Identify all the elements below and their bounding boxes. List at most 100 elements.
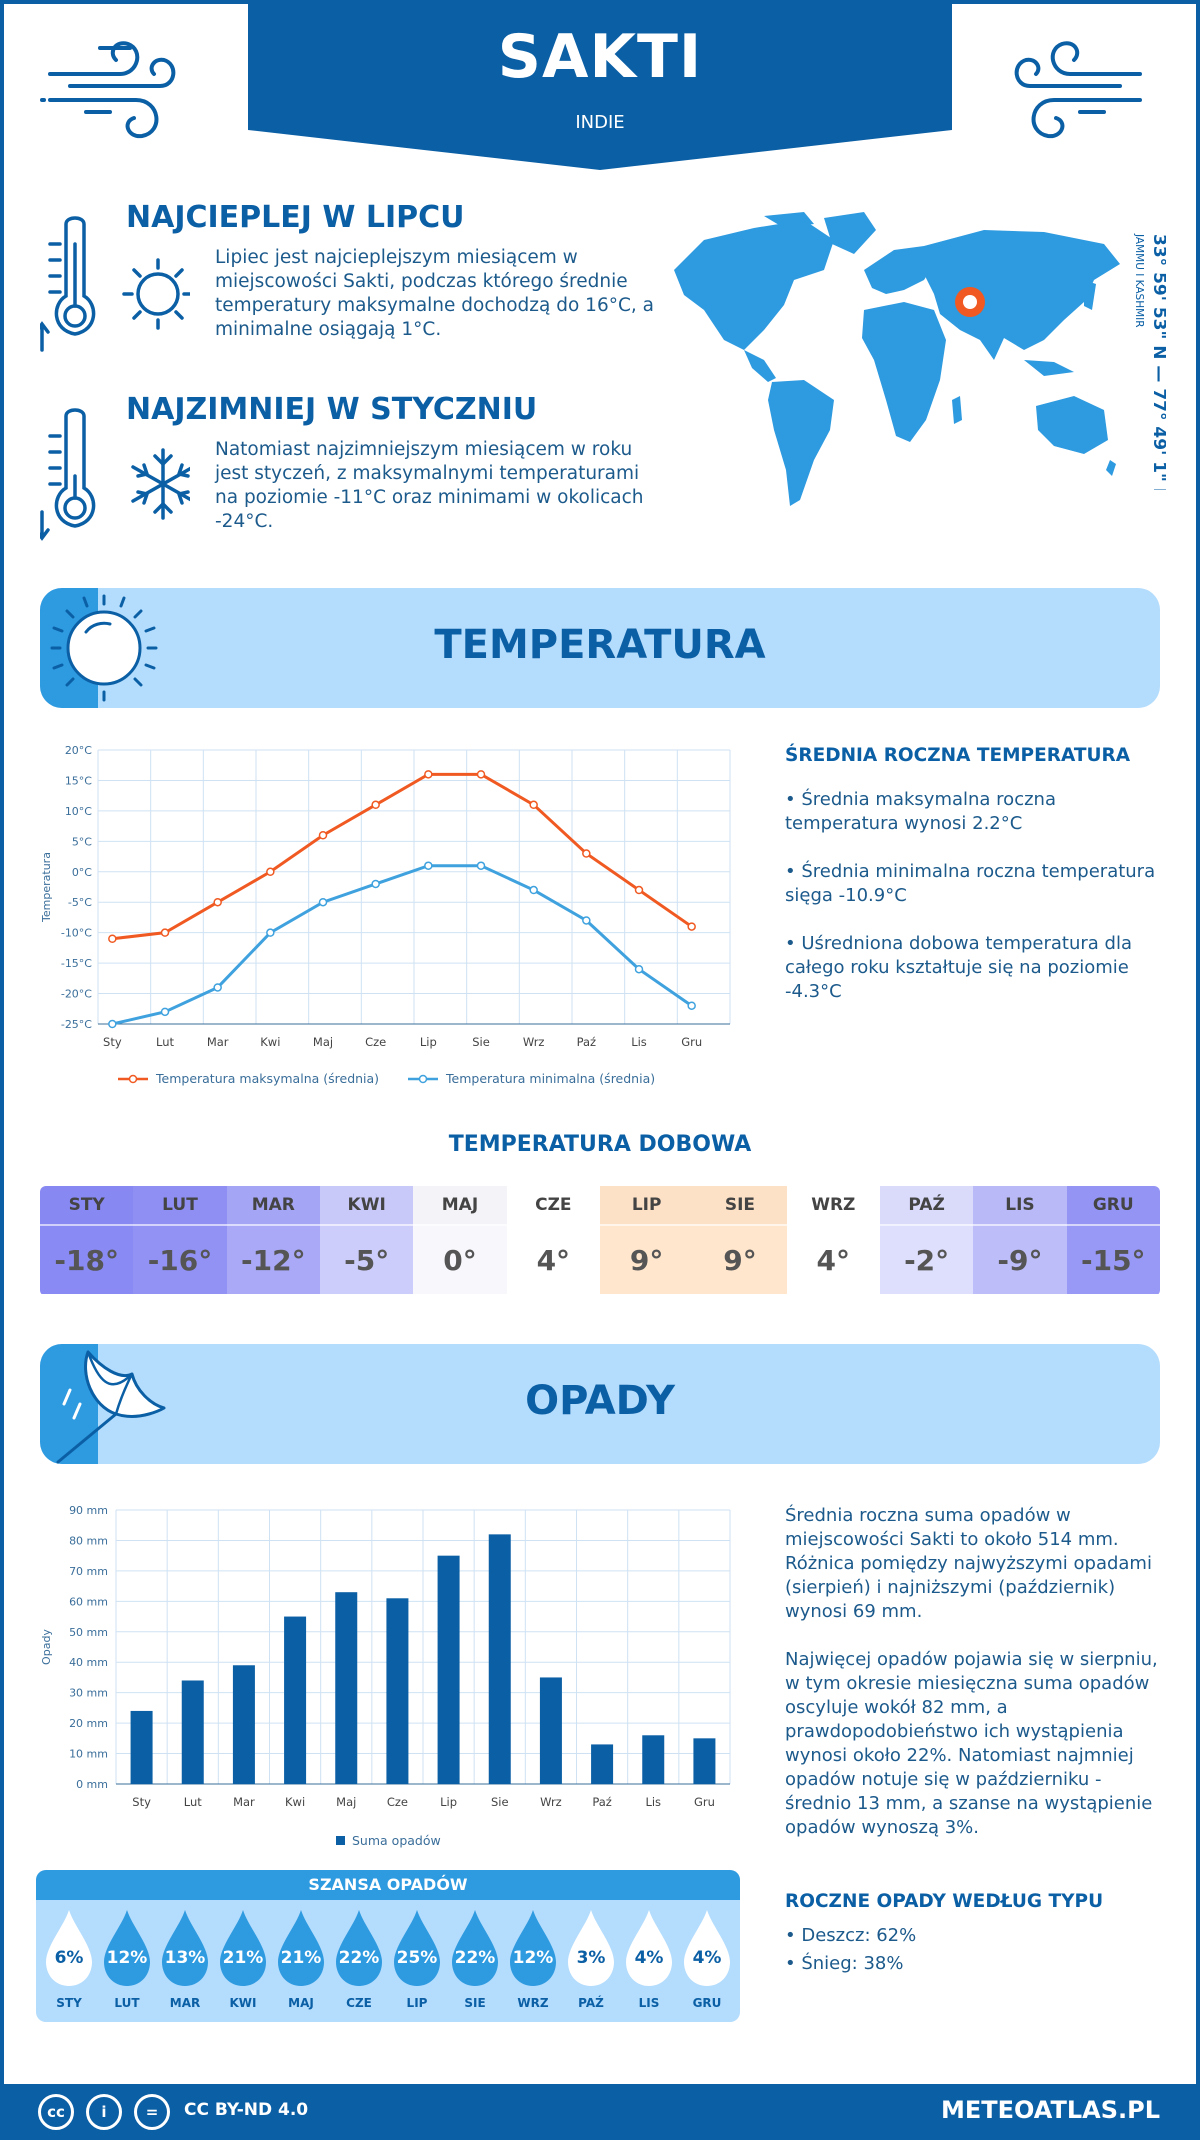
- precip-chance-value: 4%: [634, 1948, 664, 1968]
- precip-chance-drop: 6% STY: [40, 1908, 98, 2018]
- daily-temp-cell: WRZ 4°: [786, 1186, 880, 1296]
- x-tick-label: Sty: [103, 1035, 122, 1049]
- precip-chance-panel: SZANSA OPADÓW 6% STY 12% LUT 13% MAR 21% KWI 21%…: [36, 1870, 740, 2022]
- precip-chance-month: SIE: [464, 1996, 486, 2010]
- y-tick-label: 80 mm: [69, 1534, 108, 1547]
- raindrop-icon: [336, 1910, 382, 1986]
- coldest-title: NAJZIMNIEJ W STYCZNIU: [126, 392, 538, 427]
- y-tick-label: 30 mm: [69, 1687, 108, 1700]
- precip-chance-drop: 4% LIS: [620, 1908, 678, 2018]
- x-tick-label: Lis: [645, 1795, 661, 1809]
- raindrop-icon: [452, 1910, 498, 1986]
- precip-bar: [693, 1738, 716, 1784]
- raindrop-icon: [684, 1910, 730, 1986]
- x-tick-label: Mar: [233, 1795, 255, 1809]
- footer: cc i = CC BY-ND 4.0 METEOATLAS.PL: [0, 2084, 1200, 2140]
- y-tick-label: -25°C: [61, 1018, 92, 1031]
- data-point: [318, 897, 328, 907]
- data-point: [266, 867, 275, 877]
- precip-section-header: OPADY: [40, 1344, 1160, 1464]
- daily-temp-cell: GRU -15°: [1066, 1186, 1160, 1296]
- daily-temp-month: KWI: [319, 1186, 414, 1224]
- precip-chance-drop: 22% SIE: [446, 1908, 504, 2018]
- x-tick-label: Maj: [313, 1035, 333, 1049]
- daily-temp-cell: MAR -12°: [226, 1186, 320, 1296]
- y-tick-label: 10 mm: [69, 1748, 108, 1761]
- data-point: [160, 1007, 170, 1017]
- thermometer-snowflake-icon: [40, 408, 190, 541]
- precip-summary-p1: Średnia roczna suma opadów w miejscowośc…: [785, 1505, 1152, 1622]
- temperature-summary-min: • Średnia minimalna roczna temperatura s…: [785, 861, 1156, 906]
- x-tick-label: Mar: [207, 1035, 229, 1049]
- precip-summary: Średnia roczna suma opadów w miejscowośc…: [785, 1504, 1165, 1840]
- y-tick-label: -15°C: [61, 957, 92, 970]
- daily-temp-month: MAJ: [413, 1186, 507, 1224]
- precip-chance-value: 6%: [54, 1948, 84, 1968]
- precip-chance-drop: 25% LIP: [388, 1908, 446, 2018]
- brand-link[interactable]: METEOATLAS.PL: [940, 2096, 1160, 2124]
- x-tick-label: Sie: [472, 1035, 490, 1049]
- x-tick-label: Gru: [681, 1035, 702, 1049]
- data-point: [108, 1019, 117, 1029]
- precip-chance-month: KWI: [229, 1996, 257, 2010]
- y-tick-label: 90 mm: [69, 1504, 108, 1517]
- raindrop-icon: [278, 1910, 324, 1986]
- cc-icon: cc: [38, 2094, 74, 2130]
- data-point: [582, 849, 591, 858]
- precip-type-snow: • Śnieg: 38%: [785, 1953, 904, 1974]
- data-point: [476, 770, 486, 779]
- y-axis-label: Opady: [40, 1629, 53, 1665]
- precip-summary-p2: Najwięcej opadów pojawia się w sierpniu,…: [785, 1649, 1158, 1838]
- precip-bar: [335, 1592, 358, 1784]
- precip-chance-drop: 12% LUT: [98, 1908, 156, 2018]
- coldest-text: Natomiast najzimniejszym miesiącem w rok…: [215, 439, 644, 532]
- legend-marker: [128, 1074, 138, 1084]
- precip-chance-value: 4%: [692, 1948, 722, 1968]
- precip-chance-drop: 22% CZE: [330, 1908, 388, 2018]
- daily-temp-value: -16°: [133, 1224, 227, 1294]
- daily-temp-cell: STY -18°: [40, 1186, 134, 1296]
- data-point: [318, 830, 328, 840]
- daily-temp-value: 4°: [786, 1224, 880, 1294]
- daily-temp-month: LIS: [973, 1186, 1067, 1224]
- daily-temp-month: WRZ: [786, 1186, 880, 1224]
- warmest-fact: NAJCIEPLEJ W LIPCU Lipiec jest najcieple…: [40, 200, 660, 360]
- daily-temp-month: LUT: [133, 1186, 227, 1224]
- daily-temp-value: 9°: [599, 1224, 694, 1294]
- legend-label: Temperatura minimalna (średnia): [445, 1071, 655, 1086]
- legend-marker: [418, 1074, 428, 1084]
- precip-chance-value: 22%: [338, 1948, 380, 1968]
- x-tick-label: Lis: [631, 1035, 647, 1049]
- precip-chance-month: MAR: [169, 1996, 201, 2010]
- temperature-section-title: TEMPERATURA: [434, 622, 766, 668]
- raindrop-icon: [626, 1910, 672, 1986]
- precip-bar: [130, 1710, 153, 1784]
- raindrop-icon: [568, 1910, 614, 1986]
- coldest-fact: NAJZIMNIEJ W STYCZNIU Natomiast najzimni…: [40, 392, 660, 562]
- no-derivatives-icon: =: [134, 2094, 170, 2130]
- precip-type-title: ROCZNE OPADY WEDŁUG TYPU: [785, 1891, 1104, 1912]
- data-point: [371, 879, 380, 889]
- thermometer-sun-icon: [40, 216, 190, 352]
- data-point: [424, 770, 433, 779]
- warmest-title: NAJCIEPLEJ W LIPCU: [126, 200, 465, 235]
- daily-temp-value: 0°: [413, 1224, 507, 1294]
- warmest-text: Lipiec jest najcieplejszym miesiącem w m…: [215, 247, 654, 340]
- precip-chance-title: SZANSA OPADÓW: [36, 1870, 740, 1900]
- precip-bar: [386, 1598, 409, 1784]
- x-tick-label: Paź: [592, 1795, 612, 1809]
- precip-chance-value: 21%: [222, 1948, 264, 1968]
- daily-temp-value: -5°: [319, 1224, 414, 1294]
- country-subtitle: INDIE: [575, 112, 625, 133]
- x-tick-label: Paź: [577, 1035, 597, 1049]
- umbrella-rain-icon: [56, 1350, 166, 1464]
- y-tick-label: -10°C: [61, 927, 92, 940]
- raindrop-icon: [510, 1910, 556, 1986]
- precip-chance-value: 21%: [280, 1948, 322, 1968]
- precip-chance-drop: 13% MAR: [156, 1908, 214, 2018]
- data-point: [213, 983, 222, 992]
- daily-temp-value: 9°: [693, 1224, 787, 1294]
- x-tick-label: Gru: [694, 1795, 715, 1809]
- x-tick-label: Sie: [491, 1795, 509, 1809]
- x-tick-label: Wrz: [540, 1795, 562, 1809]
